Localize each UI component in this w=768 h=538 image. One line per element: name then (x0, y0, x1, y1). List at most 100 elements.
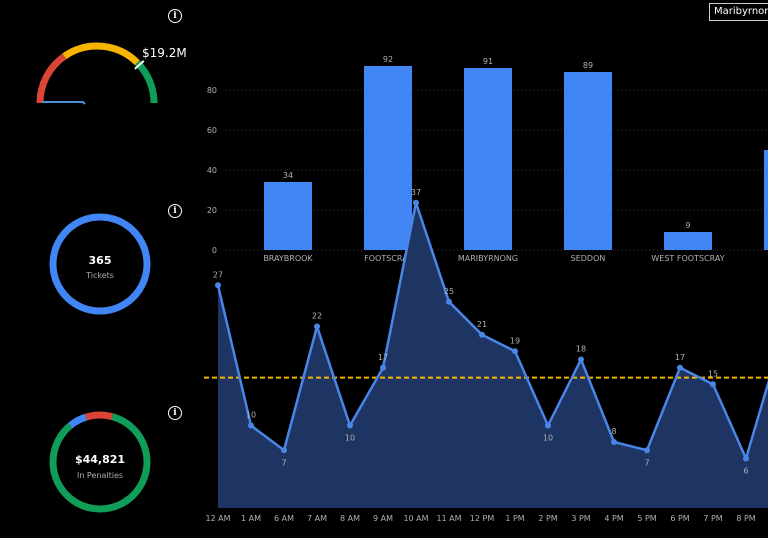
series-data-label: 18 (576, 345, 586, 354)
suburb-tooltip: Maribyrnong (709, 3, 768, 21)
series-data-label: 10 (543, 434, 553, 443)
penalties-label: In Penalties (77, 471, 123, 480)
bar-x-tick-label: MARIBYRNONG (458, 254, 518, 263)
series-point[interactable] (248, 422, 254, 429)
bar-y-tick-label: 0 (212, 246, 217, 255)
info-icon[interactable] (168, 204, 182, 218)
series-data-label: 7 (281, 458, 286, 467)
suburb-bar-chart: 0 20 40 60 80 34 92 91 89 9 BRAYBROOK FOOTSCRAY MA… (207, 55, 768, 263)
bar-footscray[interactable] (364, 66, 412, 250)
bar-data-label: 89 (583, 61, 593, 70)
series-point[interactable] (413, 199, 419, 206)
gauge-target-marker (134, 60, 145, 70)
bar-x-tick-label: SEDDON (571, 254, 606, 263)
hourly-area-chart: 27 10 7 22 10 17 37 25 21 19 10 18 8 7 17 15 6 12 AM 1 AM… (204, 188, 768, 523)
area-x-tick-label: 1 PM (505, 514, 524, 523)
series-point[interactable] (215, 282, 221, 289)
penalties-kpi: $44,821 In Penalties (49, 411, 151, 513)
series-points (215, 199, 749, 462)
penalties-ring-segment-blue (68, 413, 88, 429)
series-data-label: 7 (644, 458, 649, 467)
series-data-label: 19 (510, 336, 520, 345)
area-x-tick-label: 2 PM (538, 514, 557, 523)
penalties-ring-segment-green (49, 413, 151, 513)
bar-west-footscray[interactable] (664, 232, 712, 250)
area-chart-x-ticks: 12 AM 1 AM 6 AM 7 AM 8 AM 9 AM 10 AM 11 AM 12 PM… (205, 514, 755, 523)
area-x-tick-label: 1 AM (241, 514, 261, 523)
area-x-tick-label: 11 AM (436, 514, 461, 523)
area-x-tick-label: 7 PM (703, 514, 722, 523)
series-point[interactable] (380, 364, 386, 371)
bar-data-label: 34 (283, 171, 293, 180)
bar-data-label: 92 (383, 55, 393, 64)
series-data-label: 8 (611, 427, 616, 436)
series-data-label: 37 (411, 188, 421, 197)
series-point[interactable] (446, 298, 452, 305)
series-point[interactable] (512, 348, 518, 355)
series-point[interactable] (545, 422, 551, 429)
series-data-label: 10 (246, 411, 256, 420)
gauge-needle (42, 101, 86, 105)
area-x-tick-label: 10 AM (403, 514, 428, 523)
series-data-label: 17 (378, 353, 388, 362)
area-x-tick-label: 7 AM (307, 514, 327, 523)
area-fill (218, 202, 768, 508)
series-data-label: 25 (444, 287, 454, 296)
bar-seddon[interactable] (564, 72, 612, 250)
area-x-tick-label: 4 PM (604, 514, 623, 523)
info-icon[interactable] (168, 9, 182, 23)
series-point[interactable] (281, 447, 287, 454)
area-x-tick-label: 5 PM (637, 514, 656, 523)
series-point[interactable] (314, 323, 320, 330)
info-icon[interactable] (168, 406, 182, 420)
series-point[interactable] (710, 381, 716, 388)
tickets-label: Tickets (85, 271, 114, 280)
series-data-label: 15 (708, 369, 718, 378)
gauge-value: $19.2M (142, 46, 187, 60)
gauge-segment-red (36, 53, 67, 104)
series-point[interactable] (347, 422, 353, 429)
bar-y-tick-label: 40 (207, 166, 217, 175)
gauge-segment-green (134, 60, 158, 104)
series-point[interactable] (479, 331, 485, 338)
bar-chart-x-ticks: BRAYBROOK FOOTSCRAY MARIBYRNONG SEDDON WEST … (263, 254, 724, 263)
penalties-ring-segment-red (84, 411, 114, 421)
budget-gauge: $19.2M (36, 42, 187, 105)
area-x-tick-label: 9 AM (373, 514, 393, 523)
series-point[interactable] (677, 364, 683, 371)
bar-braybrook[interactable] (264, 182, 312, 250)
series-point[interactable] (611, 439, 617, 445)
series-data-label: 22 (312, 312, 322, 321)
bar-data-label: 9 (685, 221, 690, 230)
series-point[interactable] (743, 455, 749, 462)
area-x-tick-label: 8 PM (736, 514, 755, 523)
penalties-ring (49, 411, 151, 513)
series-point[interactable] (578, 356, 584, 363)
bar-maribyrnong[interactable] (464, 68, 512, 250)
bar-x-tick-label: WEST FOOTSCRAY (651, 254, 724, 263)
bar-chart-y-ticks: 0 20 40 60 80 (207, 86, 217, 255)
series-data-label: 17 (675, 353, 685, 362)
series-data-label: 27 (213, 270, 223, 279)
area-x-tick-label: 3 PM (571, 514, 590, 523)
series-data-labels: 27 10 7 22 10 17 37 25 21 19 10 18 8 7 17 15 6 (213, 188, 749, 476)
series-data-label: 21 (477, 320, 487, 329)
series-point[interactable] (644, 447, 650, 454)
series-data-label: 10 (345, 434, 355, 443)
gauge-segment-yellow (62, 42, 140, 66)
area-x-tick-label: 6 PM (670, 514, 689, 523)
bar-y-tick-label: 20 (207, 206, 217, 215)
series-line (216, 201, 768, 460)
bar-chart-data-labels: 34 92 91 89 9 (283, 55, 691, 230)
penalties-value: $44,821 (75, 453, 125, 466)
area-x-tick-label: 12 AM (205, 514, 230, 523)
tickets-ring (49, 213, 151, 315)
bar-x-tick-label: BRAYBROOK (263, 254, 313, 263)
bar-clipped (764, 150, 768, 250)
bar-chart-bars (264, 66, 768, 250)
bar-x-tick-label: FOOTSCRAY (364, 254, 412, 263)
area-x-tick-label: 8 AM (340, 514, 360, 523)
tickets-value: 365 (89, 254, 112, 267)
series-data-label: 6 (743, 467, 748, 476)
